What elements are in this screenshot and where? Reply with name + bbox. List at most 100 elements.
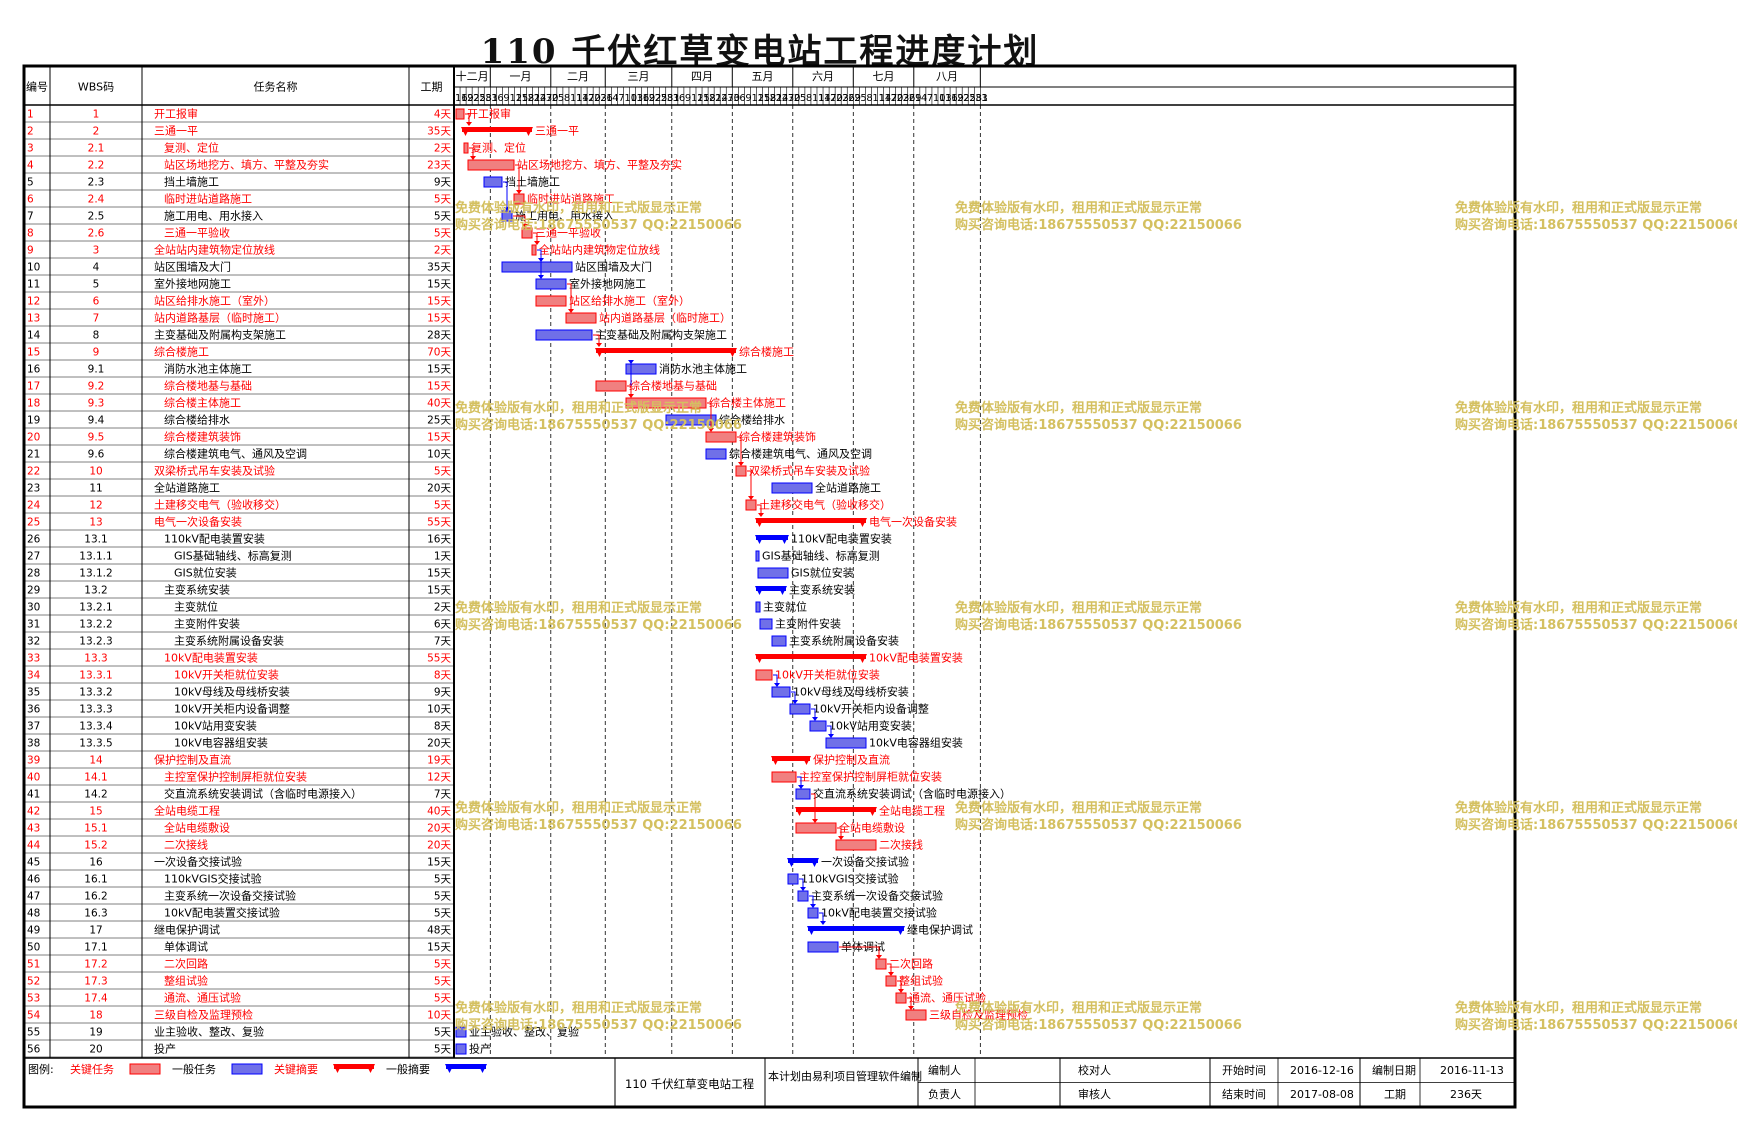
task-bar [755, 669, 773, 681]
bar-label: 消防水池主体施工 [659, 362, 747, 376]
task-name: 全站电缆工程 [154, 804, 220, 818]
task-wbs: 2.6 [88, 228, 105, 240]
task-no: 21 [27, 449, 40, 461]
task-duration: 28天 [427, 330, 451, 342]
task-duration: 5天 [434, 959, 452, 971]
summary-bar [756, 518, 866, 523]
watermark-line: 购买咨询电话:18675550537 QQ:22150066 [955, 217, 1242, 233]
footer-end-value: 2017-08-08 [1290, 1088, 1354, 1101]
summary-cap [858, 654, 867, 663]
day-label: 12 [691, 93, 704, 104]
task-bar [809, 720, 827, 732]
legend-swatch [445, 1064, 454, 1073]
task-bar [757, 567, 789, 579]
day-label: 17 [582, 93, 595, 104]
task-no: 8 [27, 228, 34, 240]
task-wbs: 14 [89, 755, 103, 767]
dependency-link [887, 963, 892, 975]
day-label: 9 [685, 93, 691, 104]
day-label: 21 [770, 93, 783, 104]
dependency-link [811, 793, 816, 822]
summary-bar [756, 535, 788, 540]
day-label: 19 [643, 93, 656, 104]
task-wbs: 17.4 [84, 993, 108, 1005]
task-no: 34 [27, 670, 41, 682]
footer-reviewer-label: 审核人 [1078, 1087, 1111, 1101]
summary-cap [807, 926, 816, 935]
bar-label: 110kV配电装置安装 [791, 532, 892, 546]
summary-cap [524, 127, 533, 136]
day-label: 25 [655, 93, 668, 104]
task-no: 53 [27, 993, 40, 1005]
day-label: 25 [473, 93, 486, 104]
task-wbs: 3 [93, 245, 100, 257]
task-no: 30 [27, 602, 40, 614]
bar-label: 10kV电容器组安装 [869, 736, 963, 750]
task-duration: 5天 [434, 1044, 452, 1056]
task-bar [665, 414, 717, 426]
dependency-link [465, 113, 470, 125]
task-no: 19 [27, 415, 40, 427]
task-bar [795, 788, 811, 800]
summary-cap [868, 807, 877, 816]
dependency-arrow [888, 972, 894, 976]
task-name: 单体调试 [164, 940, 208, 954]
bar-label: 10kV开关柜内设备调整 [813, 702, 929, 716]
task-name: 复测、定位 [164, 141, 219, 155]
task-duration: 5天 [434, 500, 452, 512]
day-label: 4 [921, 93, 927, 104]
task-wbs: 13.1 [84, 534, 107, 546]
watermark-line: 免费体验版有水印，租用和正式版显示正常 [955, 400, 1202, 416]
task-duration: 20天 [427, 483, 451, 495]
bar-label: 继电保护调试 [907, 923, 973, 937]
day-label: 24 [715, 93, 728, 104]
task-name: 综合楼给排水 [164, 413, 230, 427]
bar-label: 开工报审 [467, 107, 511, 121]
legend-swatch [333, 1064, 342, 1073]
task-wbs: 13.1.1 [79, 551, 112, 563]
task-name: 主变系统安装 [164, 583, 230, 597]
day-label: 14 [576, 93, 589, 104]
day-label: 22 [467, 93, 480, 104]
dependency-arrow [774, 683, 780, 687]
dependency-arrow [838, 836, 844, 840]
dependency-arrow [628, 394, 634, 398]
summary-bar [772, 756, 810, 761]
dependency-arrow [908, 1006, 914, 1010]
dependency-link [515, 164, 520, 193]
task-wbs: 2 [93, 126, 100, 138]
dependency-link [839, 946, 880, 958]
task-wbs: 17.3 [84, 976, 107, 988]
task-name: 投产 [154, 1042, 176, 1056]
task-no: 52 [27, 976, 40, 988]
day-label: 23 [836, 93, 849, 104]
task-wbs: 1 [93, 109, 100, 121]
day-label: 30 [546, 93, 559, 104]
task-duration: 15天 [427, 857, 451, 869]
task-name: 主控室保护控制屏柜就位安装 [164, 770, 307, 784]
task-bar [795, 822, 837, 834]
bar-label: 主变系统一次设备交接试验 [811, 889, 943, 903]
dependency-arrow [738, 462, 744, 466]
dependency-link [811, 708, 816, 720]
task-wbs: 13.2 [84, 585, 107, 597]
dependency-arrow [748, 496, 754, 500]
task-bar [735, 465, 747, 477]
task-bar [755, 550, 760, 562]
watermark-line: 购买咨询电话:18675550537 QQ:22150066 [455, 617, 742, 633]
task-name: 主变系统附属设备安装 [174, 634, 284, 648]
task-duration: 5天 [434, 466, 452, 478]
task-bar [467, 159, 515, 171]
bar-label: GIS就位安装 [791, 566, 854, 580]
bar-label: 复测、定位 [471, 141, 526, 155]
task-duration: 2天 [434, 602, 452, 614]
task-bar [705, 431, 737, 443]
task-wbs: 9 [93, 347, 100, 359]
task-duration: 35天 [427, 262, 451, 274]
day-label: 30 [788, 93, 801, 104]
task-name: 主变系统一次设备交接试验 [164, 889, 296, 903]
task-duration: 48天 [427, 925, 451, 937]
task-name: 三通一平 [154, 125, 198, 138]
task-name: 电气一次设备安装 [154, 515, 242, 529]
